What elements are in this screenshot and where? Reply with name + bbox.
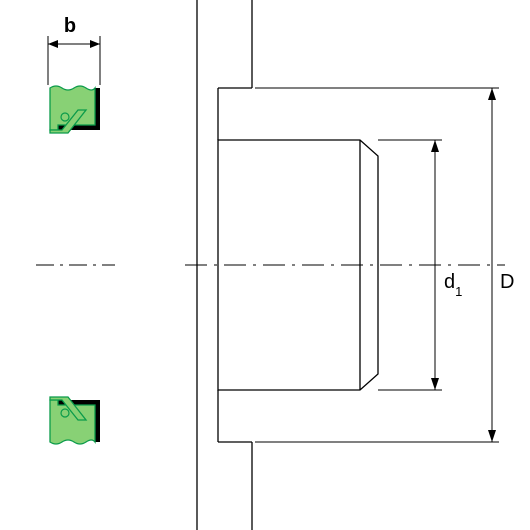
label-d1-sub: 1 <box>455 284 462 299</box>
seal-top <box>50 86 100 133</box>
seal-bottom <box>50 397 100 444</box>
dimension-b: b <box>48 15 100 85</box>
label-b: b <box>64 15 76 37</box>
label-D: D <box>500 271 514 293</box>
technical-diagram: b <box>0 0 530 530</box>
label-d1: d <box>444 271 455 293</box>
svg-text:d1: d1 <box>444 271 462 299</box>
